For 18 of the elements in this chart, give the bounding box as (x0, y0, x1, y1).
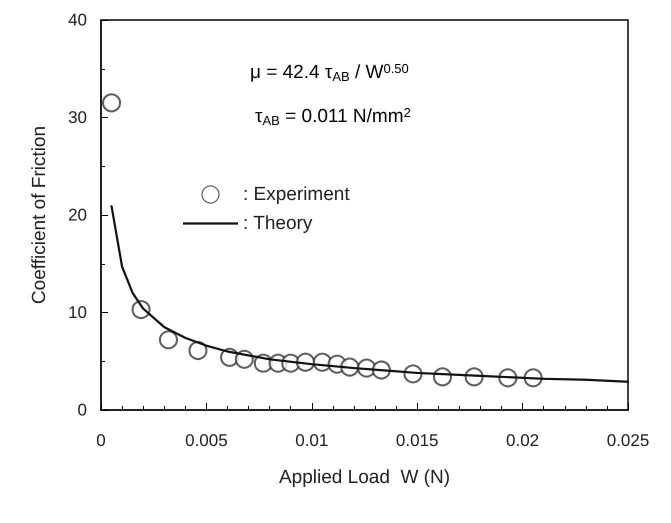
y-tick-label: 20 (68, 206, 87, 224)
point (158, 330, 178, 350)
legend-label: : Theory (243, 213, 313, 234)
x-tick-label: 0.01 (295, 431, 328, 450)
y-tick-label: 0 (78, 400, 87, 420)
x-tick-label: 0.02 (506, 431, 540, 450)
x-tick-label: 0.015 (396, 431, 438, 450)
x-tick-label: 0 (96, 431, 106, 450)
y-tick-label: 40 (68, 10, 87, 30)
legend-label: : Experiment (243, 184, 350, 205)
point (188, 341, 208, 360)
x-tick-label: 0.025 (606, 431, 650, 450)
y-axis-title: Coefficient of Friction (29, 126, 50, 304)
y-tick-label: 30 (68, 108, 87, 127)
y-tick-label: 10 (68, 303, 87, 322)
x-axis-title: Applied Load W (N) (278, 467, 450, 488)
x-tick-label: 0.005 (185, 431, 228, 450)
point (102, 93, 122, 112)
